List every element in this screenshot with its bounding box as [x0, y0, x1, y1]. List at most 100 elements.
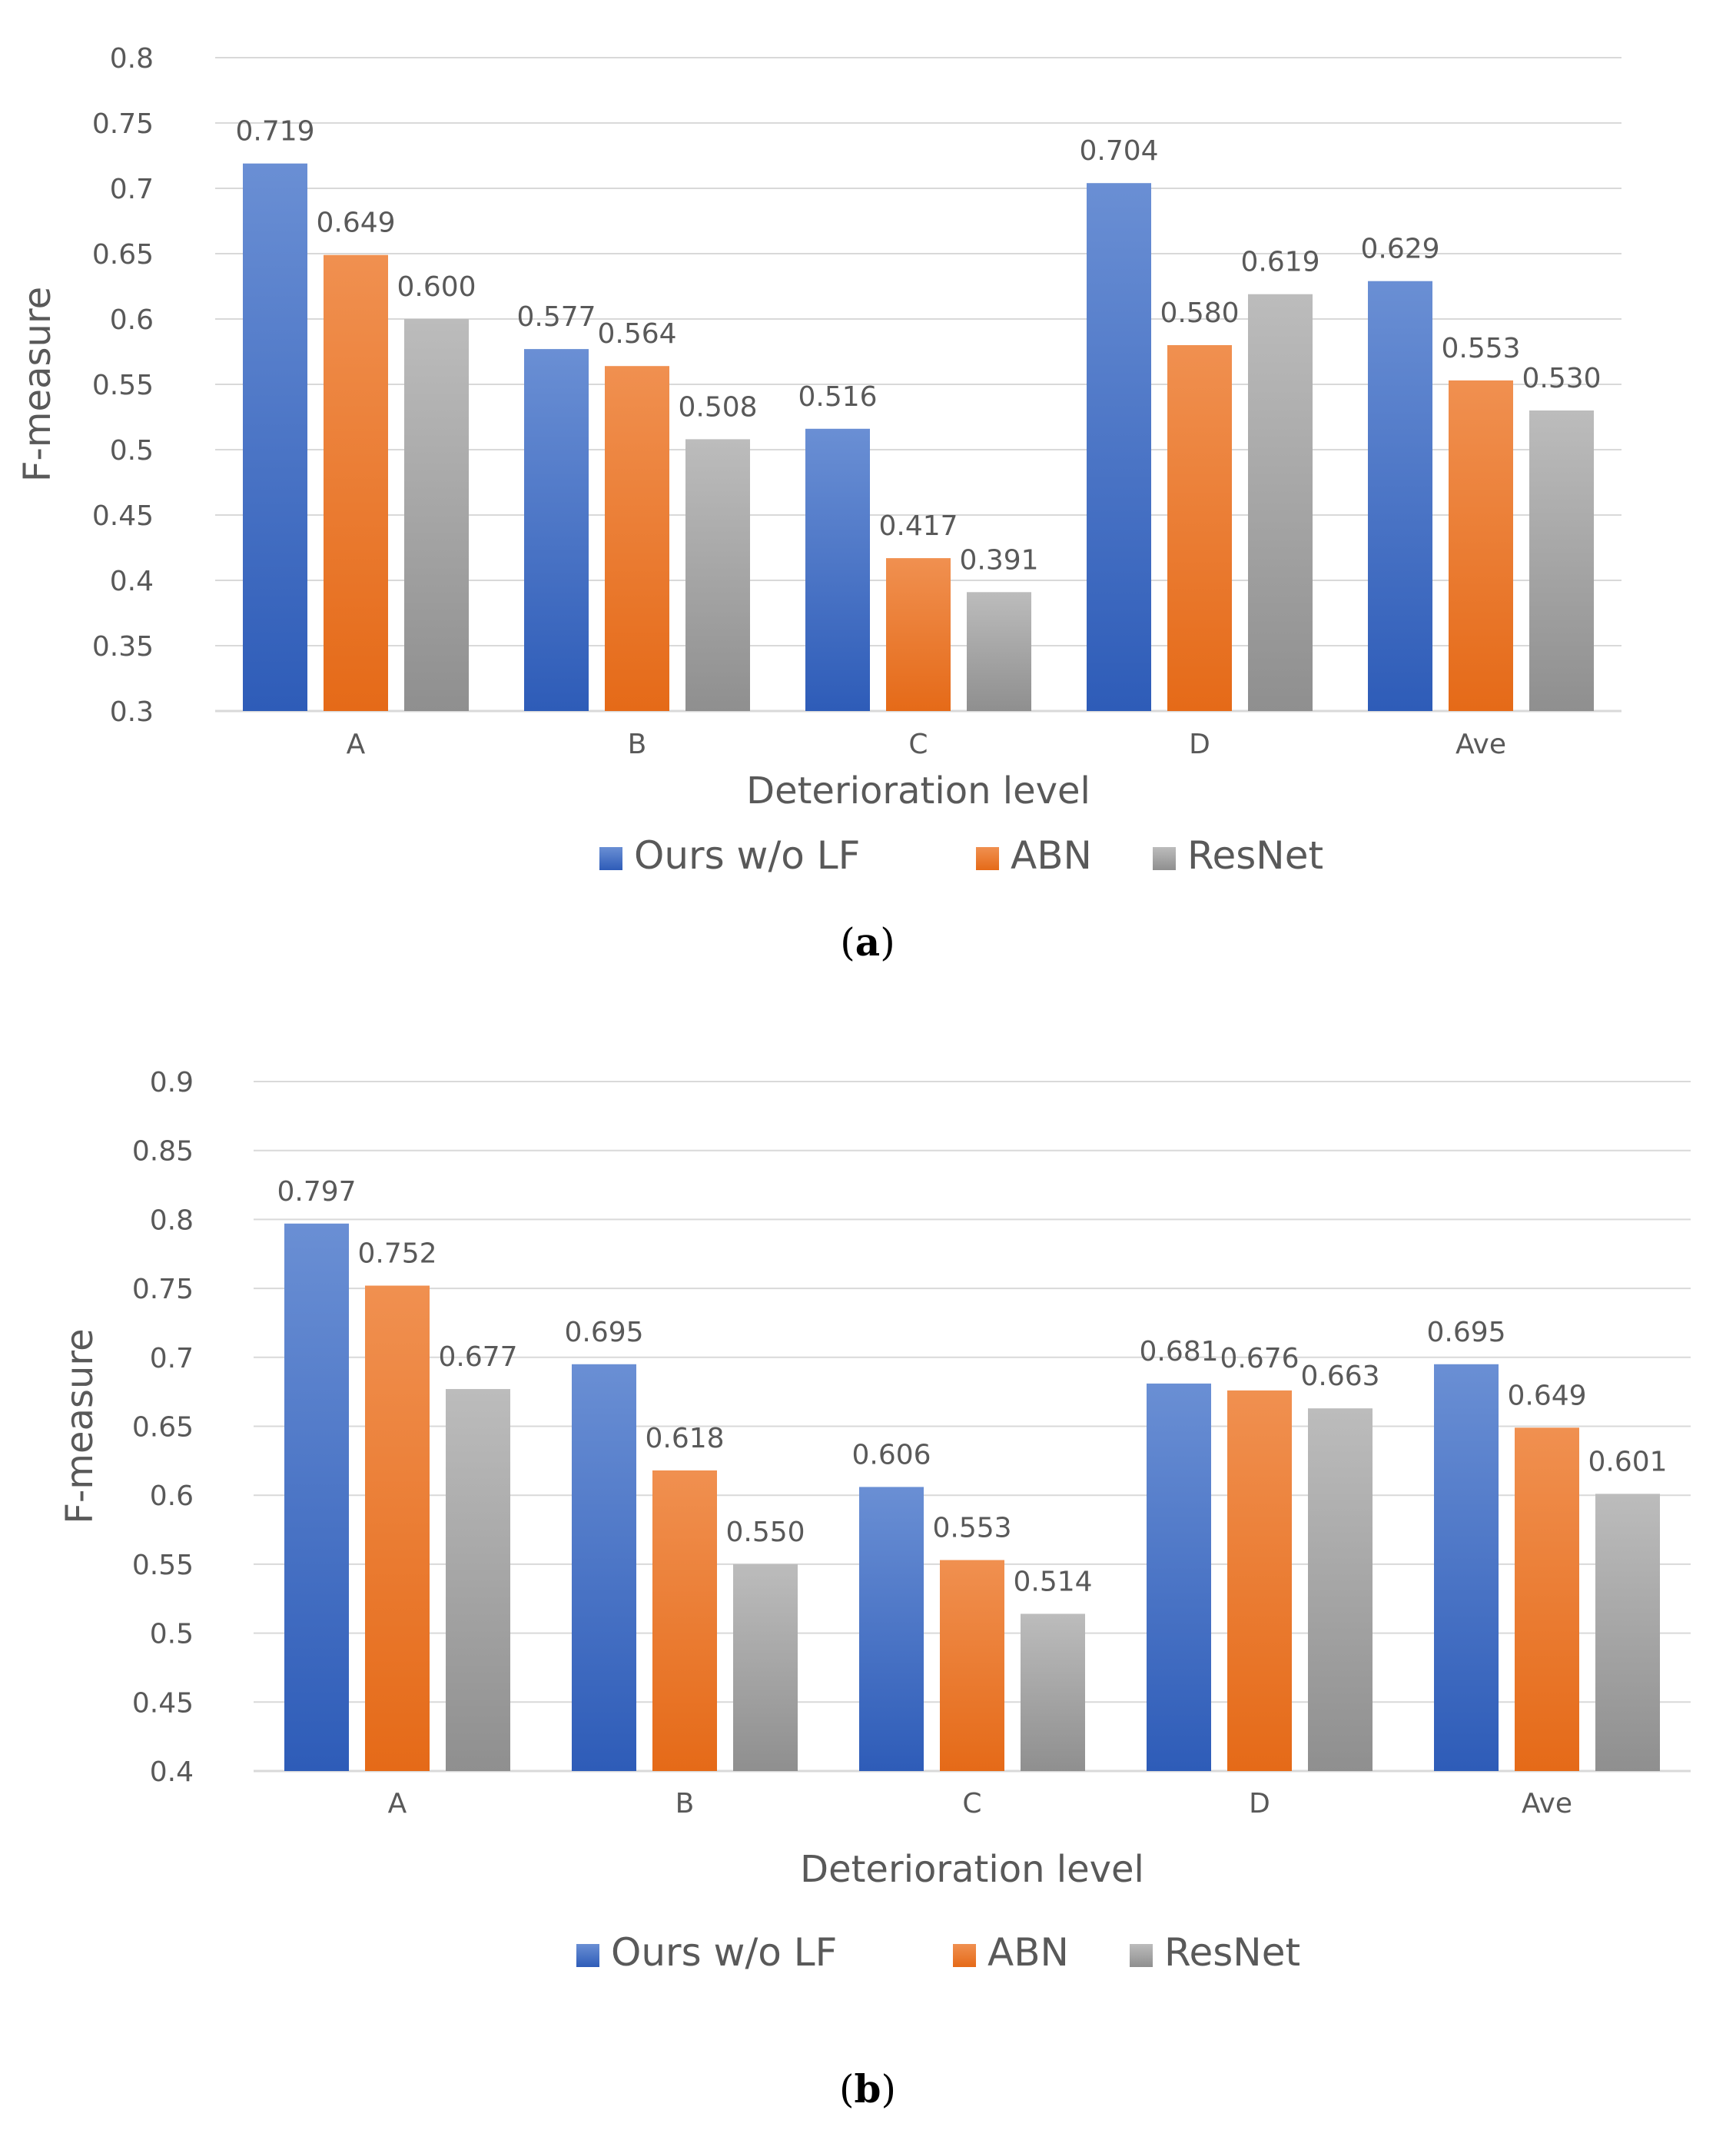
x-tick-label: B	[675, 1788, 695, 1819]
legend-swatch-resnet	[1130, 1944, 1153, 1967]
data-label: 0.649	[316, 208, 395, 239]
x-tick-label: C	[962, 1788, 981, 1819]
bar-ours-w-o-lf-a	[243, 163, 307, 711]
data-label: 0.719	[235, 116, 314, 148]
data-label: 0.530	[1522, 363, 1601, 394]
x-tick-label: A	[388, 1788, 407, 1819]
data-label: 0.649	[1507, 1380, 1586, 1411]
y-tick-label: 0.55	[92, 370, 154, 401]
bar-abn-d	[1227, 1390, 1292, 1771]
x-tick-label: D	[1189, 729, 1210, 760]
bar-resnet-a	[446, 1389, 510, 1771]
data-label: 0.580	[1160, 297, 1239, 329]
legend: Ours w/o LF ABN ResNet	[599, 833, 1323, 878]
legend-label-abn: ABN	[1011, 833, 1092, 878]
y-tick-label: 0.7	[150, 1343, 194, 1374]
y-tick-label: 0.6	[150, 1480, 194, 1512]
data-label: 0.752	[357, 1238, 436, 1270]
bar-abn-d	[1167, 345, 1232, 711]
data-label: 0.606	[851, 1439, 931, 1470]
bar-abn-c	[940, 1560, 1004, 1771]
x-tick-label: A	[347, 729, 366, 760]
legend-swatch-resnet	[1153, 847, 1176, 870]
data-label: 0.695	[564, 1317, 643, 1348]
bar-resnet-d	[1308, 1408, 1373, 1771]
data-label: 0.600	[397, 271, 476, 303]
data-label: 0.663	[1300, 1361, 1379, 1392]
x-axis-title: Deterioration level	[746, 769, 1090, 812]
bar-resnet-b	[685, 439, 750, 711]
bar-resnet-b	[733, 1563, 798, 1771]
legend-label-ours-w-o-lf: Ours w/o LF	[634, 833, 860, 878]
data-label: 0.618	[645, 1423, 724, 1454]
y-tick-label: 0.55	[132, 1550, 194, 1581]
data-label: 0.553	[932, 1513, 1011, 1544]
y-tick-label: 0.8	[110, 43, 154, 75]
y-tick-label: 0.5	[150, 1619, 194, 1650]
data-label: 0.417	[878, 510, 958, 542]
y-tick-label: 0.75	[132, 1274, 194, 1305]
legend-label-abn: ABN	[987, 1930, 1069, 1975]
data-label: 0.564	[597, 318, 676, 350]
bar-abn-ave	[1449, 380, 1513, 711]
y-tick-label: 0.3	[110, 696, 154, 728]
y-tick-label: 0.7	[110, 174, 154, 205]
bar-ours-w-o-lf-d	[1147, 1383, 1211, 1771]
y-tick-label: 0.9	[150, 1067, 194, 1098]
x-tick-label: B	[628, 729, 647, 760]
legend-swatch-ours-w-o-lf	[576, 1944, 599, 1967]
data-label: 0.629	[1360, 234, 1439, 265]
data-label: 0.704	[1079, 135, 1158, 167]
chart-b: 0.4 0.45 0.5 0.55 0.6 0.65 0.7 0.75 0.8 0.85 0.9 0.…	[58, 1067, 1691, 2112]
data-label: 0.391	[959, 544, 1038, 576]
y-tick-label: 0.4	[110, 566, 154, 597]
data-label: 0.577	[516, 301, 596, 333]
bar-ours-w-o-lf-ave	[1368, 281, 1432, 711]
y-tick-label: 0.5	[110, 435, 154, 467]
bar-resnet-d	[1248, 294, 1313, 711]
bar-abn-a	[365, 1285, 430, 1771]
subfigure-caption: (b)	[839, 2066, 896, 2112]
y-tick-label: 0.65	[132, 1412, 194, 1444]
x-tick-label: C	[908, 729, 928, 760]
legend-label-resnet: ResNet	[1164, 1930, 1300, 1975]
x-tick-label: Ave	[1456, 729, 1506, 760]
legend-swatch-ours-w-o-lf	[599, 847, 622, 870]
data-label: 0.550	[725, 1517, 805, 1548]
bar-resnet-ave	[1595, 1494, 1660, 1771]
data-label: 0.553	[1441, 333, 1520, 364]
data-label: 0.797	[277, 1176, 356, 1208]
y-tick-label: 0.8	[150, 1205, 194, 1236]
bar-ours-w-o-lf-c	[805, 428, 870, 711]
x-tick-label: Ave	[1522, 1788, 1572, 1819]
y-tick-label: 0.4	[150, 1756, 194, 1788]
data-label: 0.681	[1139, 1336, 1218, 1367]
bar-resnet-ave	[1529, 410, 1594, 711]
bar-resnet-c	[1021, 1613, 1085, 1771]
data-label: 0.514	[1013, 1566, 1092, 1597]
bar-ours-w-o-lf-d	[1087, 183, 1151, 711]
bar-resnet-a	[404, 319, 469, 711]
y-tick-label: 0.45	[132, 1687, 194, 1719]
data-label: 0.619	[1240, 247, 1319, 278]
y-tick-label: 0.45	[92, 500, 154, 532]
y-tick-label: 0.75	[92, 108, 154, 140]
bar-abn-a	[324, 254, 388, 711]
y-tick-label: 0.85	[132, 1136, 194, 1168]
bar-ours-w-o-lf-b	[572, 1364, 636, 1771]
legend-label-resnet: ResNet	[1187, 833, 1323, 878]
legend-label-ours-w-o-lf: Ours w/o LF	[611, 1930, 837, 1975]
subfigure-caption: (a)	[840, 919, 895, 965]
y-tick-label: 0.6	[110, 304, 154, 336]
y-axis-title: F-measure	[58, 1328, 101, 1524]
bar-ours-w-o-lf-c	[859, 1487, 924, 1771]
data-label: 0.601	[1588, 1446, 1667, 1477]
y-axis-title: F-measure	[16, 287, 59, 482]
legend-swatch-abn	[976, 847, 999, 870]
x-axis-title: Deterioration level	[800, 1848, 1144, 1891]
chart-a: 0.3 0.35 0.4 0.45 0.5 0.55 0.6 0.65 0.7 0.75 0.8 0.…	[16, 43, 1621, 965]
data-label: 0.516	[798, 381, 877, 413]
data-label: 0.677	[438, 1341, 517, 1373]
legend: Ours w/o LF ABN ResNet	[576, 1930, 1300, 1975]
